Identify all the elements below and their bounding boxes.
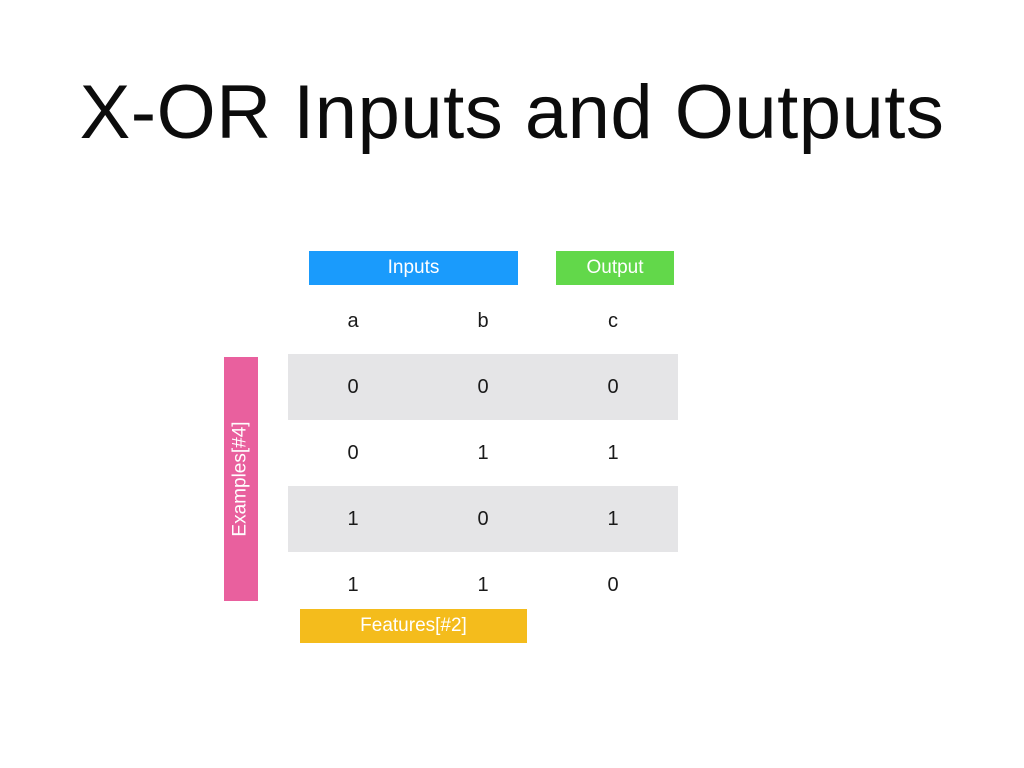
- table-cell: 1: [347, 508, 359, 530]
- table-cell: 1: [607, 442, 619, 464]
- examples-label: Examples[#4]: [224, 357, 258, 601]
- table-cell: 1: [477, 442, 489, 464]
- table-header-row: a b c: [288, 288, 678, 354]
- output-label: Output: [556, 251, 674, 285]
- inputs-label: Inputs: [309, 251, 518, 285]
- table-cell: 0: [347, 442, 359, 464]
- header-cell-b: b: [477, 310, 489, 332]
- xor-table: a b c 0 0 0 0 1 1 1 0 1 1 1 0: [288, 288, 678, 618]
- header-cell-a: a: [347, 310, 359, 332]
- features-label: Features[#2]: [300, 609, 527, 643]
- table-row: 1 1 0: [288, 552, 678, 618]
- table-cell: 1: [347, 574, 359, 596]
- slide-title: X-OR Inputs and Outputs: [79, 70, 945, 155]
- table-cell: 1: [477, 574, 489, 596]
- table-cell: 0: [607, 574, 619, 596]
- table-row: 0 1 1: [288, 420, 678, 486]
- table-cell: 0: [347, 376, 359, 398]
- table-cell: 1: [607, 508, 619, 530]
- table-cell: 0: [477, 376, 489, 398]
- table-cell: 0: [477, 508, 489, 530]
- table-row: 1 0 1: [288, 486, 678, 552]
- header-cell-c: c: [608, 310, 618, 332]
- examples-label-text: Examples[#4]: [230, 421, 251, 537]
- table-cell: 0: [607, 376, 619, 398]
- table-row: 0 0 0: [288, 354, 678, 420]
